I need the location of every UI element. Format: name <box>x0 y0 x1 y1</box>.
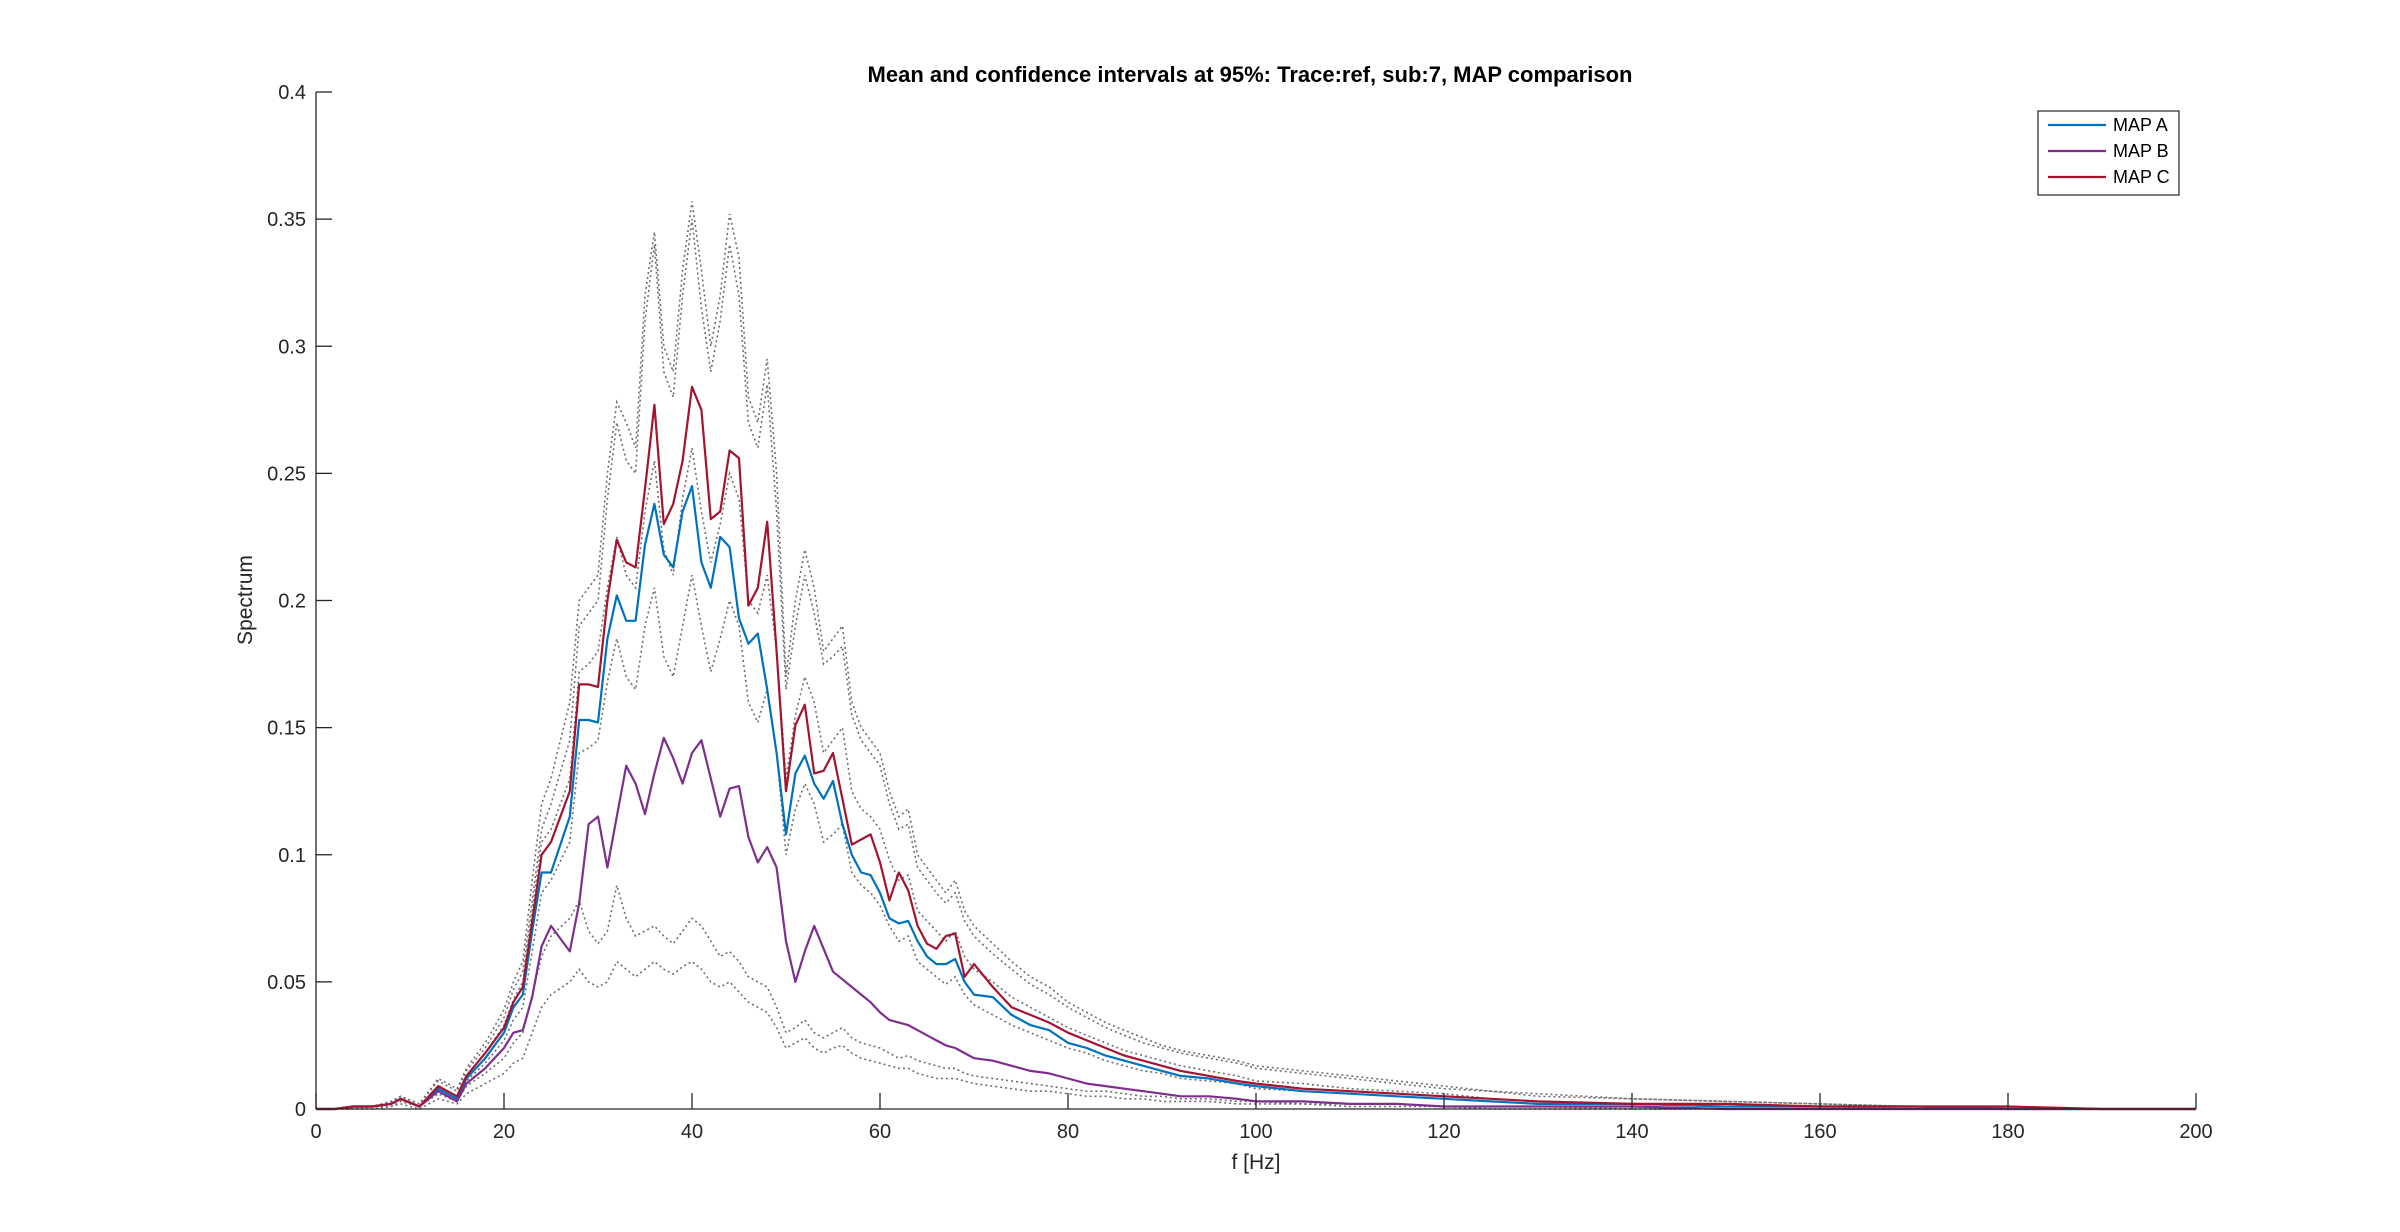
y-tick-label: 0.05 <box>267 972 306 994</box>
plot-area <box>316 201 2196 1111</box>
x-tick-label: 100 <box>1239 1121 1272 1143</box>
x-tick-label: 200 <box>2179 1121 2212 1143</box>
confidence-bound-line-5 <box>316 885 2196 1110</box>
legend-label-map-c: MAP C <box>2113 167 2170 187</box>
x-tick-label: 20 <box>493 1121 515 1143</box>
y-tick-label: 0.15 <box>267 718 306 740</box>
x-tick-label: 180 <box>1991 1121 2024 1143</box>
confidence-bound-line-3 <box>316 447 2196 1110</box>
x-tick-label: 60 <box>869 1121 891 1143</box>
x-ticks: 0 20 40 60 80 100 120 140 160 180 200 <box>310 1093 2213 1143</box>
x-tick-label: 0 <box>310 1121 321 1143</box>
legend: MAP A MAP B MAP C <box>2037 110 2180 196</box>
y-tick-label: 0.2 <box>278 591 306 613</box>
y-tick-label: 0.3 <box>278 336 306 358</box>
legend-label-map-b: MAP B <box>2113 141 2169 161</box>
series-line-map-b <box>316 736 2196 1111</box>
y-axis-label: Spectrum <box>234 555 257 645</box>
x-tick-label: 120 <box>1427 1121 1460 1143</box>
y-tick-label: 0.4 <box>278 82 306 104</box>
x-tick-label: 140 <box>1615 1121 1648 1143</box>
confidence-bound-line-2 <box>316 219 2196 1110</box>
series-line-map-a <box>316 485 2196 1111</box>
y-tick-label: 0.25 <box>267 463 306 485</box>
confidence-bound-line-4 <box>316 574 2196 1110</box>
y-tick-label: 0.1 <box>278 845 306 867</box>
series-lines <box>316 385 2196 1111</box>
x-tick-label: 80 <box>1057 1121 1079 1143</box>
y-ticks: 0 0.05 0.1 0.15 0.2 0.25 0.3 0.35 0.4 <box>267 82 332 1121</box>
x-tick-label: 160 <box>1803 1121 1836 1143</box>
legend-label-map-a: MAP A <box>2113 115 2168 135</box>
chart-title: Mean and confidence intervals at 95%: Tr… <box>868 62 1633 87</box>
x-axis-label: f [Hz] <box>1231 1151 1280 1174</box>
y-tick-label: 0 <box>295 1099 306 1121</box>
x-tick-label: 40 <box>681 1121 703 1143</box>
series-line-map-c <box>316 385 2196 1111</box>
confidence-bound-line-1 <box>316 201 2196 1110</box>
confidence-bounds <box>316 201 2196 1110</box>
y-tick-label: 0.35 <box>267 209 306 231</box>
